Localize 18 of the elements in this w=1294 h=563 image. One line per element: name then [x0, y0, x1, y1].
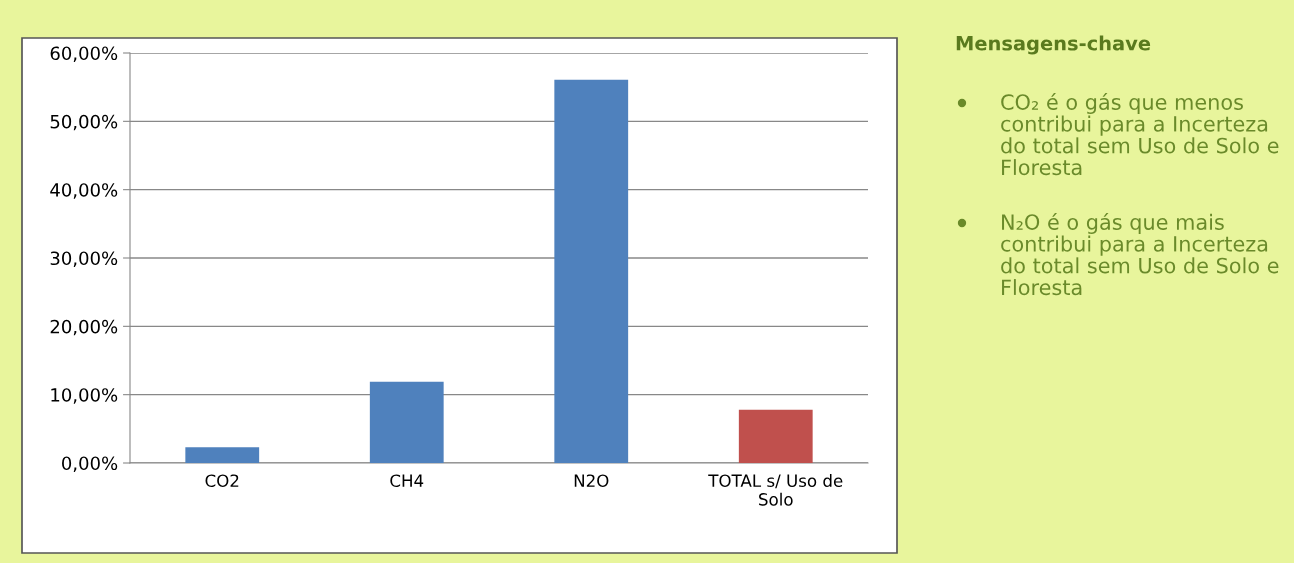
- text: CO₂ é o gás que menos contribui para a Incerteza do total sem Uso de Solo e Floresta: [1001, 93, 1279, 176]
- y-tick-label: 10,00%: [51, 388, 118, 404]
- x-tick-label: TOTAL s/ Uso de Solo: [708, 474, 843, 506]
- x-tick-label: CH4: [390, 474, 424, 488]
- y-tick-label: 30,00%: [50, 251, 118, 267]
- text: N₂O é o gás que mais contribui para a Incerteza do total sem Uso de Solo e Floresta: [1001, 213, 1279, 296]
- bar: [369, 381, 444, 463]
- y-tick-label: 50,00%: [50, 114, 118, 131]
- bar: [738, 409, 813, 463]
- y-tick-label: 20,00%: [50, 319, 118, 336]
- x-tick-label: N2O: [574, 474, 609, 488]
- text: Mensagens-chave: [956, 35, 1151, 55]
- y-tick-label: 60,00%: [50, 46, 118, 62]
- y-tick-label: 40,00%: [50, 183, 118, 199]
- y-tick-label: 0,00%: [62, 456, 118, 472]
- bar: [185, 447, 260, 463]
- bar: [554, 79, 629, 463]
- x-tick-label: CO2: [205, 474, 239, 488]
